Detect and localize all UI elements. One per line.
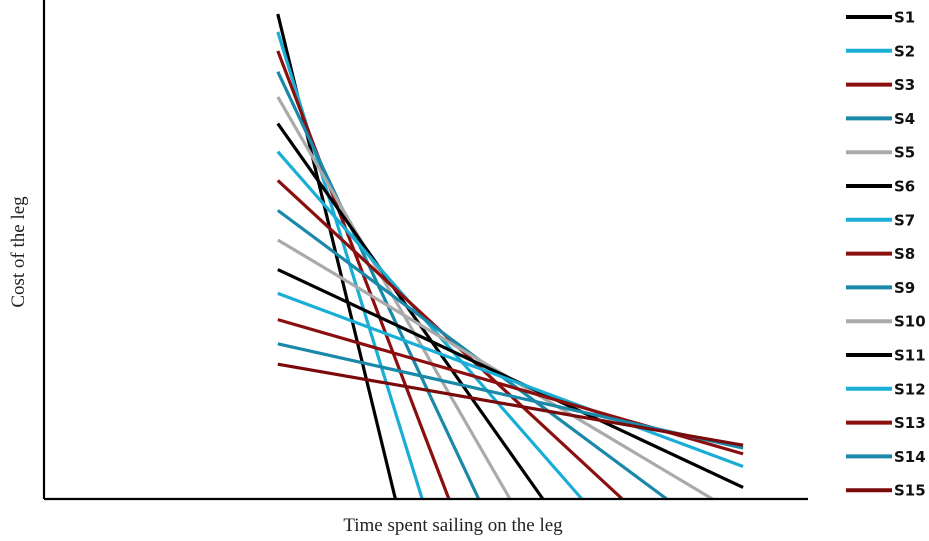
- legend-label-s6: S6: [894, 178, 915, 196]
- x-axis-title: Time spent sailing on the leg: [343, 515, 563, 536]
- series-line-s10: [276, 238, 714, 501]
- legend-label-s5: S5: [894, 144, 915, 162]
- legend-label-s8: S8: [894, 245, 915, 263]
- legend-label-s2: S2: [894, 42, 915, 60]
- legend-label-s3: S3: [894, 76, 915, 94]
- series-line-s15: [277, 362, 744, 447]
- legend-label-s15: S15: [894, 482, 926, 500]
- series-line-s6: [276, 122, 545, 500]
- legend-label-s1: S1: [894, 9, 915, 27]
- legend-label-s7: S7: [894, 211, 915, 229]
- series-lines: [276, 13, 744, 501]
- legend-label-s13: S13: [894, 414, 926, 432]
- legend-label-s14: S14: [894, 448, 926, 466]
- legend-label-s4: S4: [894, 110, 915, 128]
- series-line-s7: [276, 150, 584, 501]
- legend-label-s10: S10: [894, 313, 926, 331]
- legend-label-s11: S11: [894, 347, 926, 365]
- legend-label-s12: S12: [894, 380, 926, 398]
- legend: S1 S2 S3 S4 S5 S6 S7 S8 S9 S10 S11 S12 S13 S14 S15: [846, 9, 926, 500]
- legend-label-s9: S9: [894, 279, 915, 297]
- series-line-s12: [277, 291, 744, 468]
- y-axis-title: Cost of the leg: [8, 196, 29, 308]
